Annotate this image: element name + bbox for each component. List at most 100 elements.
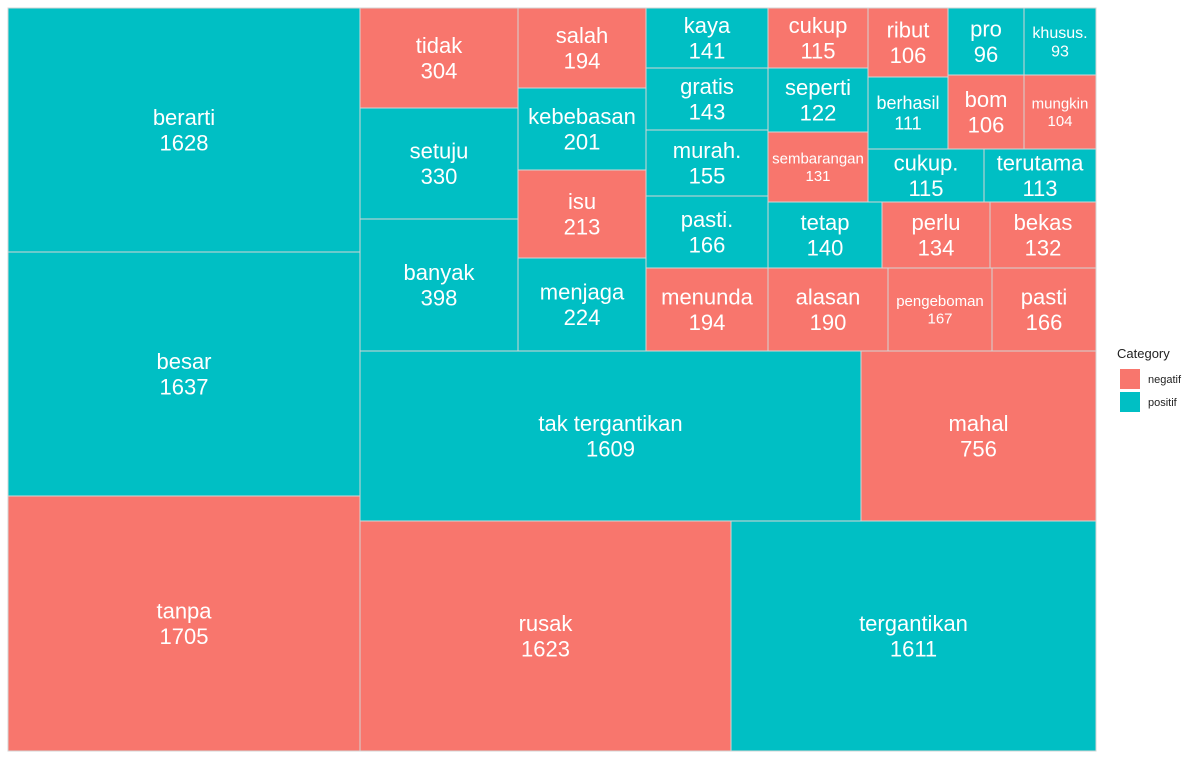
tile-rect-khusus <box>1023 7 1097 76</box>
tile-label-bom: bom <box>965 87 1008 112</box>
tile-value-setuju: 330 <box>421 164 458 189</box>
tile-label-perlu: perlu <box>912 210 961 235</box>
tile-rect-kebebasan <box>517 87 647 171</box>
tile-label-pasti: pasti. <box>681 207 734 232</box>
legend-title: Category <box>1117 346 1170 361</box>
tile-rect-banyak <box>359 218 519 352</box>
tile-value-perlu: 134 <box>918 235 955 260</box>
tile-value-tak-tergantikan: 1609 <box>586 436 635 461</box>
tile-value-cukup: 115 <box>800 38 835 63</box>
tile-rect-mungkin <box>1023 74 1097 150</box>
tile-value-murah: 155 <box>689 163 726 188</box>
tile-rect-ribut <box>867 7 949 78</box>
tile-rect-mahal <box>860 350 1097 522</box>
tile-rect-setuju <box>359 107 519 220</box>
tile-rect-bekas <box>989 201 1097 269</box>
tile-rect-besar <box>7 251 361 497</box>
tile-value-banyak: 398 <box>421 285 458 310</box>
tile-value-berarti: 1628 <box>160 130 209 155</box>
tile-label-tergantikan: tergantikan <box>859 611 968 636</box>
tile-label-tanpa: tanpa <box>156 599 212 624</box>
tile-khusus: khusus.93 <box>1023 7 1097 76</box>
tile-value-rusak: 1623 <box>521 636 570 661</box>
tile-value-seperti: 122 <box>800 100 837 125</box>
tile-rect-pasti <box>645 195 769 269</box>
tile-label-ribut: ribut <box>887 18 930 43</box>
tile-value-tidak: 304 <box>421 58 458 83</box>
tile-value-ribut: 106 <box>890 43 927 68</box>
tile-label-berhasil: berhasil <box>876 93 939 113</box>
tile-value-cukup: 115 <box>908 176 943 201</box>
tile-label-kaya: kaya <box>684 13 731 38</box>
tile-value-besar: 1637 <box>160 374 209 399</box>
tile-rect-tanpa <box>7 495 361 752</box>
tile-value-tergantikan: 1611 <box>890 636 937 661</box>
tile-value-berhasil: 111 <box>894 114 921 134</box>
tile-murah: murah.155 <box>645 129 769 197</box>
tile-label-seperti: seperti <box>785 75 851 100</box>
tile-rect-sembarangan <box>767 131 869 203</box>
tile-label-setuju: setuju <box>410 139 469 164</box>
tile-rect-berarti <box>7 7 361 253</box>
tile-label-berarti: berarti <box>153 105 215 130</box>
tile-label-terutama: terutama <box>997 151 1085 176</box>
tile-label-pengeboman: pengeboman <box>896 293 984 310</box>
legend-label-positif: positif <box>1148 397 1178 409</box>
legend: Category negatif positif <box>1117 346 1182 412</box>
tile-value-khusus: 93 <box>1051 43 1069 60</box>
tile-rect-rusak <box>359 520 732 752</box>
tile-value-pasti: 166 <box>689 232 726 257</box>
tile-pasti: pasti.166 <box>645 195 769 269</box>
tile-value-sembarangan: 131 <box>805 168 830 185</box>
tile-label-khusus: khusus. <box>1032 25 1087 42</box>
tile-rect-tergantikan <box>730 520 1097 752</box>
tile-value-tanpa: 1705 <box>160 624 209 649</box>
tile-cukup: cukup.115 <box>867 148 985 203</box>
tile-rect-berhasil <box>867 76 949 150</box>
tile-value-tetap: 140 <box>807 235 844 260</box>
tile-label-tetap: tetap <box>801 210 850 235</box>
tile-label-salah: salah <box>556 23 609 48</box>
tile-rect-menjaga <box>517 257 647 352</box>
tile-rect-murah <box>645 129 769 197</box>
tile-rect-tidak <box>359 7 519 109</box>
tile-value-salah: 194 <box>564 48 601 73</box>
tile-value-mahal: 756 <box>960 436 997 461</box>
tile-label-besar: besar <box>156 349 211 374</box>
tile-rect-pro <box>947 7 1025 76</box>
tile-value-pengeboman: 167 <box>927 310 952 327</box>
tile-label-murah: murah. <box>673 138 741 163</box>
tile-rect-perlu <box>881 201 991 269</box>
tile-value-kebebasan: 201 <box>564 129 601 154</box>
tile-value-menjaga: 224 <box>564 305 601 330</box>
tile-label-menjaga: menjaga <box>540 280 625 305</box>
tile-value-bom: 106 <box>968 112 1005 137</box>
tile-label-pasti: pasti <box>1021 285 1067 310</box>
tile-value-isu: 213 <box>564 214 601 239</box>
tile-rect-gratis <box>645 67 769 131</box>
tile-label-sembarangan: sembarangan <box>772 151 864 168</box>
tile-label-gratis: gratis <box>680 74 734 99</box>
tile-label-cukup: cukup. <box>894 151 959 176</box>
tile-label-tidak: tidak <box>416 33 463 58</box>
tile-value-terutama: 113 <box>1022 176 1057 201</box>
